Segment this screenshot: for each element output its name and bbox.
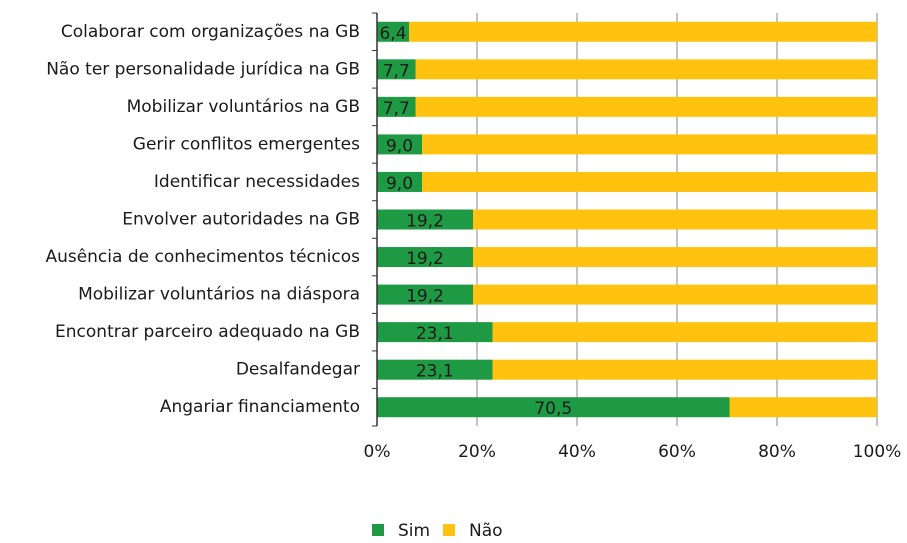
legend-swatch: [372, 524, 384, 536]
bar-segment: [377, 134, 422, 155]
x-tick-label: 100%: [853, 442, 902, 462]
data-label: 7,7: [383, 61, 410, 81]
data-label: 7,7: [383, 99, 410, 119]
bar-segment: [377, 284, 473, 305]
bar-segment: [377, 96, 416, 117]
bar-segment: [492, 359, 877, 380]
y-tick-label: Angariar financiamento: [160, 397, 360, 417]
x-tick-label: 60%: [658, 442, 696, 462]
data-label: 9,0: [386, 174, 413, 194]
data-label: 19,2: [406, 212, 444, 232]
bar-segment: [415, 59, 877, 80]
legend-swatch: [443, 524, 455, 536]
data-label: 23,1: [416, 324, 454, 344]
bar-segment: [377, 21, 409, 42]
x-tick-label: 20%: [458, 442, 496, 462]
data-label: 23,1: [416, 362, 454, 382]
data-label: 70,5: [534, 399, 572, 419]
bar-segment: [729, 397, 877, 418]
bar-segment: [377, 59, 416, 80]
data-label: 19,2: [406, 249, 444, 269]
bar-segment: [473, 209, 877, 230]
bar-segment: [473, 247, 877, 268]
bar-segment: [377, 359, 493, 380]
bar-segment: [422, 171, 877, 192]
data-label: 19,2: [406, 287, 444, 307]
bar-segment: [422, 134, 877, 155]
x-tick-label: 0%: [364, 442, 391, 462]
data-label: 9,0: [386, 136, 413, 156]
y-tick-label: Ausência de conhecimentos técnicos: [45, 247, 360, 267]
bar-segment: [377, 322, 493, 343]
bar-segment: [377, 397, 730, 418]
legend-label: Sim: [398, 521, 430, 539]
bar-segment: [415, 96, 877, 117]
x-tick-label: 40%: [558, 442, 596, 462]
bar-segment: [409, 21, 877, 42]
legend-label: Não: [469, 521, 503, 539]
bar-segment: [473, 284, 877, 305]
y-tick-label: Mobilizar voluntários na diáspora: [78, 285, 360, 305]
y-tick-label: Não ter personalidade jurídica na GB: [46, 59, 360, 79]
y-tick-label: Gerir conflitos emergentes: [133, 134, 360, 154]
data-label: 6,4: [379, 24, 406, 44]
y-tick-label: Mobilizar voluntários na GB: [127, 97, 360, 117]
bar-segment: [377, 171, 422, 192]
y-tick-label: Identificar necessidades: [154, 172, 360, 192]
y-tick-label: Envolver autoridades na GB: [122, 210, 360, 230]
bar-segment: [377, 247, 473, 268]
y-tick-label: Colaborar com organizações na GB: [61, 22, 360, 42]
y-tick-label: Desalfandegar: [236, 360, 360, 380]
bar-segment: [377, 209, 473, 230]
y-tick-label: Encontrar parceiro adequado na GB: [55, 322, 360, 342]
x-tick-label: 80%: [758, 442, 796, 462]
bar-segment: [492, 322, 877, 343]
